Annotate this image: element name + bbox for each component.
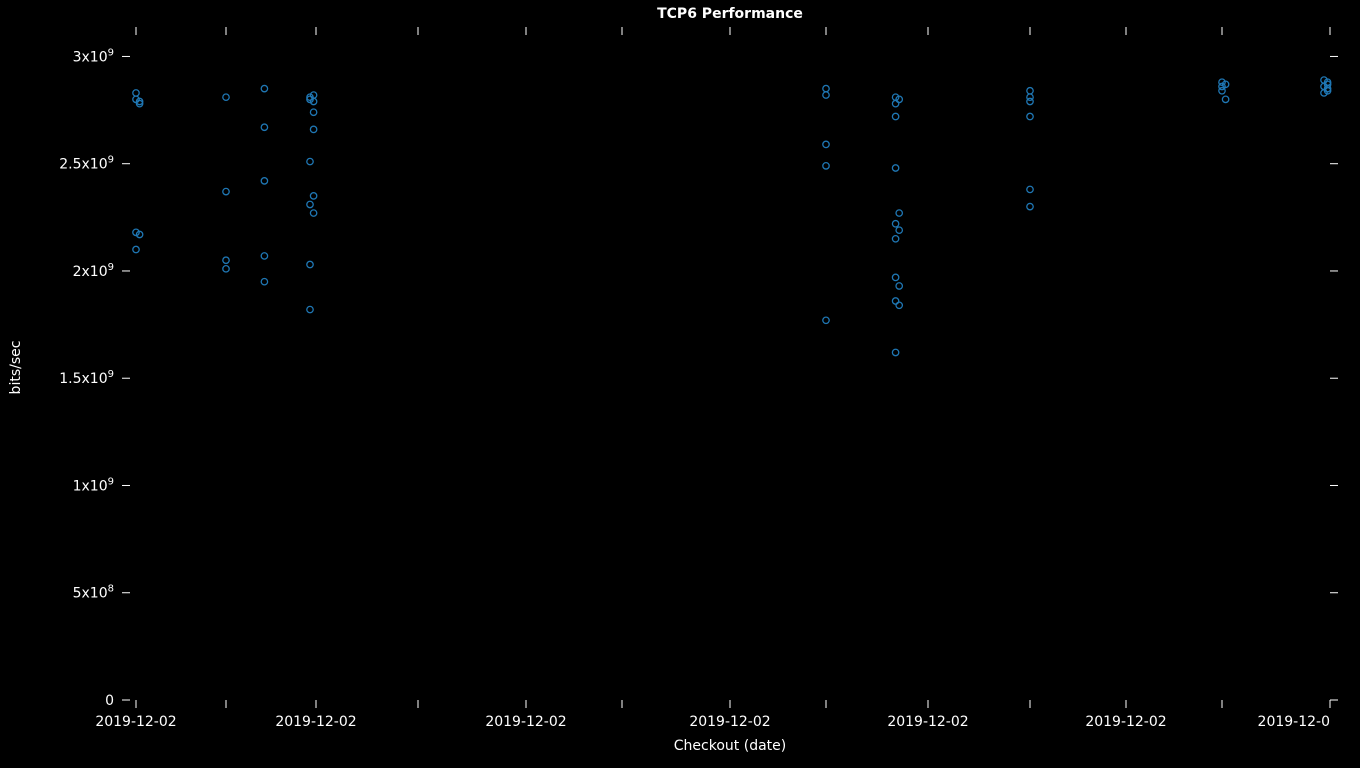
y-tick-label: 0 bbox=[105, 693, 114, 709]
data-point bbox=[133, 246, 139, 252]
data-point bbox=[1027, 203, 1033, 209]
data-points-group bbox=[133, 77, 1331, 356]
data-point bbox=[307, 201, 313, 207]
y-tick-label: 1x109 bbox=[73, 476, 114, 494]
x-tick-label: 2019-12-02 bbox=[275, 714, 356, 730]
data-point bbox=[261, 85, 267, 91]
data-point bbox=[892, 349, 898, 355]
data-point bbox=[823, 163, 829, 169]
x-tick-label: 2019-12-02 bbox=[485, 714, 566, 730]
data-point bbox=[823, 141, 829, 147]
y-tick-label: 5x108 bbox=[73, 584, 114, 602]
data-point bbox=[1027, 113, 1033, 119]
x-tick-label: 2019-12-02 bbox=[95, 714, 176, 730]
data-point bbox=[310, 210, 316, 216]
data-point bbox=[892, 221, 898, 227]
data-point bbox=[223, 257, 229, 263]
data-point bbox=[307, 158, 313, 164]
data-point bbox=[1027, 88, 1033, 94]
data-point bbox=[261, 278, 267, 284]
y-tick-label: 2.5x109 bbox=[59, 155, 114, 173]
x-tick-label: 2019-12-02 bbox=[689, 714, 770, 730]
data-point bbox=[133, 90, 139, 96]
data-point bbox=[896, 210, 902, 216]
data-point bbox=[261, 253, 267, 259]
data-point bbox=[892, 274, 898, 280]
data-point bbox=[892, 113, 898, 119]
y-axis-label: bits/sec bbox=[8, 341, 24, 395]
data-point bbox=[896, 302, 902, 308]
data-point bbox=[1027, 98, 1033, 104]
data-point bbox=[1219, 88, 1225, 94]
data-point bbox=[823, 317, 829, 323]
data-point bbox=[892, 100, 898, 106]
chart-title: TCP6 Performance bbox=[657, 6, 803, 22]
data-point bbox=[896, 227, 902, 233]
data-point bbox=[1222, 96, 1228, 102]
data-point bbox=[892, 298, 898, 304]
y-tick-label: 3x109 bbox=[73, 47, 114, 65]
data-point bbox=[823, 85, 829, 91]
data-point bbox=[1027, 186, 1033, 192]
x-tick-label: 2019-12-02 bbox=[887, 714, 968, 730]
x-tick-label: 2019-12-0 bbox=[1258, 714, 1330, 730]
data-point bbox=[310, 126, 316, 132]
x-axis-label: Checkout (date) bbox=[674, 738, 786, 754]
data-point bbox=[223, 188, 229, 194]
data-point bbox=[823, 92, 829, 98]
data-point bbox=[223, 266, 229, 272]
data-point bbox=[310, 193, 316, 199]
data-point bbox=[892, 165, 898, 171]
y-tick-label: 2x109 bbox=[73, 262, 114, 280]
data-point bbox=[892, 236, 898, 242]
data-point bbox=[310, 109, 316, 115]
x-tick-label: 2019-12-02 bbox=[1085, 714, 1166, 730]
data-point bbox=[307, 306, 313, 312]
data-point bbox=[261, 124, 267, 130]
data-point bbox=[896, 283, 902, 289]
data-point bbox=[223, 94, 229, 100]
tcp6-performance-chart: TCP6 Performance 0 5x108 1x109 1.5x109 2x109 2… bbox=[0, 0, 1360, 768]
data-point bbox=[261, 178, 267, 184]
data-point bbox=[307, 261, 313, 267]
y-tick-label: 1.5x109 bbox=[59, 369, 114, 387]
